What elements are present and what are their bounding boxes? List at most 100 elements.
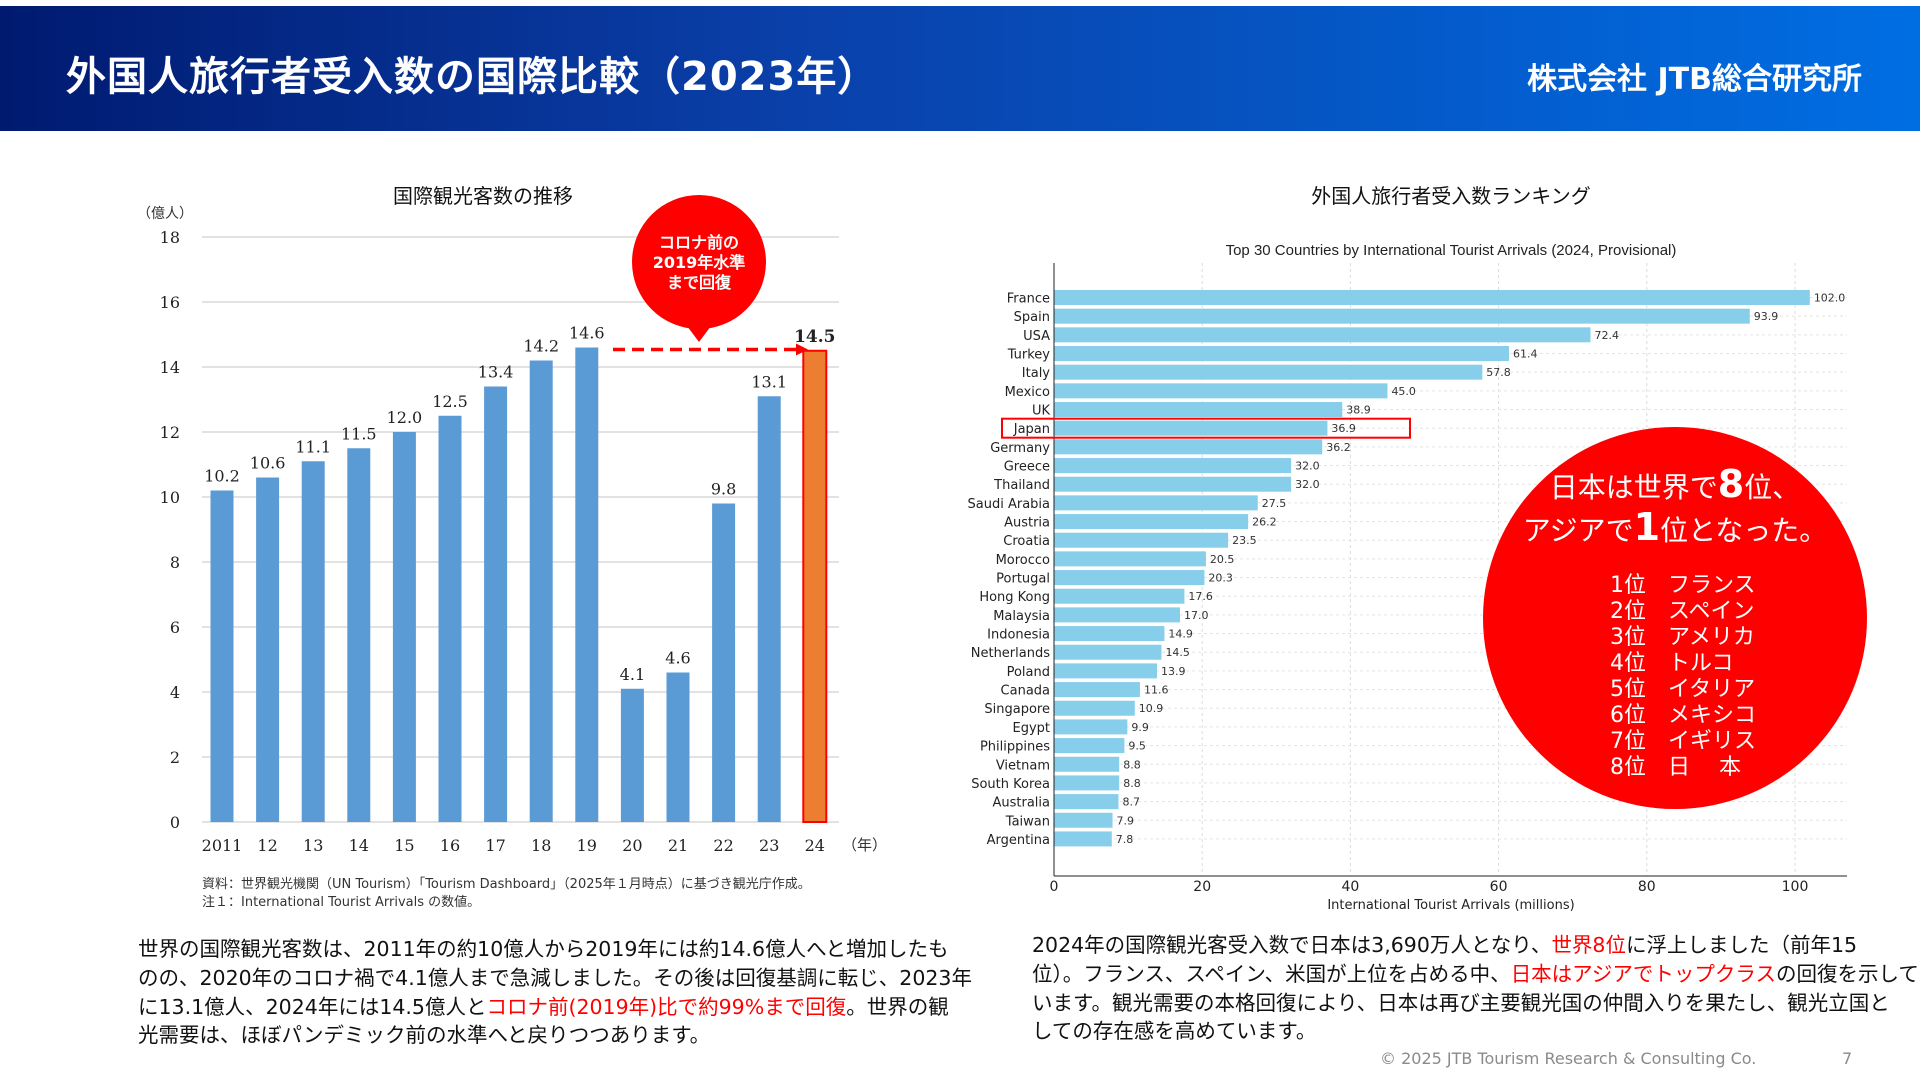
y-tick-label: France [1007, 292, 1050, 307]
bar-19 [575, 347, 599, 822]
source-note: 資料：世界観光機関（UN Tourism）「Tourism Dashboard」… [202, 877, 811, 892]
y-tick-label: Greece [1004, 460, 1050, 475]
bar-18 [529, 360, 553, 822]
slide-header: 外国人旅行者受入数の国際比較（2023年） 株式会社 JTB総合研究所 [0, 6, 1920, 131]
bar-vietnam [1054, 756, 1120, 772]
bar-philippines [1054, 738, 1125, 754]
data-label: 27.5 [1262, 497, 1287, 510]
y-tick-label: Japan [1013, 422, 1050, 437]
y-tick-label: 6 [170, 618, 180, 637]
y-tick-label: Austria [1004, 516, 1050, 531]
bar-24 [802, 349, 828, 823]
callout-bubble [632, 195, 766, 329]
y-tick-label: Poland [1007, 665, 1050, 680]
data-label: 14.6 [569, 324, 605, 343]
bar-australia [1054, 794, 1119, 810]
text-line: のの、2020年のコロナ禍で4.1億人まで急減しました。その後は回復基調に転じ、… [138, 965, 972, 990]
ranking-callout-circle [1483, 427, 1867, 809]
highlight-text: コロナ前(2019年)比で約99%まで回復 [486, 994, 847, 1019]
y-tick-label: Canada [1001, 684, 1050, 699]
data-label: 72.4 [1594, 329, 1619, 342]
highlight-text: 日本はアジアでトップクラス [1510, 961, 1776, 986]
data-label: 12.5 [432, 392, 468, 411]
text-span: 。世界の観 [846, 994, 949, 1019]
x-tick-label: 17 [485, 836, 505, 855]
x-tick-label: 13 [303, 836, 323, 855]
y-tick-label: UK [1032, 404, 1051, 419]
x-tick-label: 16 [440, 836, 460, 855]
bar-14 [347, 448, 371, 822]
bar-22 [712, 503, 736, 822]
y-tick-label: Portugal [996, 572, 1050, 587]
y-axis-unit: （億人） [137, 206, 193, 222]
bar-thailand [1054, 476, 1292, 492]
data-label: 4.6 [665, 649, 690, 668]
data-label: 13.1 [751, 372, 787, 391]
data-label: 32.0 [1295, 460, 1320, 473]
data-label: 11.5 [341, 424, 377, 443]
x-tick-label: 40 [1341, 879, 1359, 895]
bar-taiwan [1054, 812, 1113, 828]
data-label: 11.6 [1144, 684, 1169, 697]
data-label: 13.4 [478, 363, 514, 382]
data-label: 8.8 [1123, 777, 1141, 790]
text-span: に浮上しました（前年15 [1625, 933, 1858, 957]
bar-spain [1054, 308, 1750, 324]
callout-pointer [684, 322, 714, 342]
y-tick-label: 16 [160, 293, 180, 312]
data-label: 61.4 [1513, 348, 1538, 361]
x-tick-label: 20 [1193, 879, 1211, 895]
x-tick-label: 0 [1050, 879, 1059, 895]
data-label: 23.5 [1232, 534, 1257, 547]
x-tick-label: 12 [257, 836, 277, 855]
data-label: 93.9 [1754, 310, 1779, 323]
bar-portugal [1054, 570, 1205, 586]
callout-headline: アジアで1位となった。 [1523, 505, 1828, 549]
data-label: 8.8 [1123, 758, 1141, 771]
bar-mexico [1054, 383, 1388, 399]
y-tick-label: Italy [1022, 366, 1051, 381]
bar-uk [1054, 402, 1343, 418]
bar-singapore [1054, 700, 1135, 716]
bar-malaysia [1054, 607, 1180, 623]
y-tick-label: Spain [1014, 310, 1050, 325]
text-span: に13.1億人、2024年には14.5億人と [138, 994, 487, 1019]
ranking-list-item: 2位 スペイン [1610, 599, 1754, 624]
y-tick-label: Egypt [1012, 721, 1050, 736]
y-tick-label: Singapore [984, 702, 1050, 717]
y-tick-label: Thailand [993, 478, 1050, 493]
y-tick-label: 2 [170, 748, 180, 767]
data-label: 32.0 [1295, 478, 1320, 491]
x-tick-label: 14 [349, 836, 369, 855]
x-tick-label: 80 [1638, 879, 1656, 895]
data-label: 7.8 [1116, 833, 1134, 846]
x-tick-label: 22 [713, 836, 733, 855]
y-tick-label: Turkey [1007, 348, 1051, 363]
data-label: 14.5 [1165, 646, 1190, 659]
ranking-list-item: 3位 アメリカ [1610, 625, 1755, 650]
bar-15 [392, 432, 416, 822]
data-label: 10.2 [204, 467, 240, 486]
bar-poland [1054, 663, 1157, 679]
x-tick-label: 60 [1490, 879, 1508, 895]
ranking-list-item: 1位 フランス [1610, 573, 1756, 598]
data-label: 4.1 [620, 665, 645, 684]
y-tick-label: Morocco [996, 553, 1050, 568]
data-label: 36.9 [1331, 422, 1356, 435]
ranking-list-item: 6位 メキシコ [1610, 703, 1756, 728]
bar-2011 [210, 490, 234, 822]
y-tick-label: Netherlands [971, 646, 1050, 661]
right-description: 2024年の国際観光客受入数で日本は3,690万人となり、世界8位に浮上しました… [1032, 931, 1919, 1046]
bar-23 [757, 396, 781, 822]
ranking-list-item: 7位 イギリス [1610, 729, 1756, 754]
text-line: 光需要は、ほぼパンデミック前の水準へと戻りつつあります。 [138, 1023, 711, 1048]
japan-highlight-box [1001, 417, 1411, 439]
y-tick-label: Saudi Arabia [968, 497, 1051, 512]
y-tick-label: Australia [992, 796, 1050, 811]
bar-16 [438, 415, 462, 822]
x-tick-label: 24 [805, 836, 825, 855]
text-line: しての存在感を高めています。 [1032, 1019, 1317, 1044]
data-label: 14.9 [1168, 628, 1193, 641]
ranking-list-item: 8位 日 本 [1610, 755, 1741, 780]
footnote: 注１：International Tourist Arrivals の数値。 [202, 895, 481, 910]
